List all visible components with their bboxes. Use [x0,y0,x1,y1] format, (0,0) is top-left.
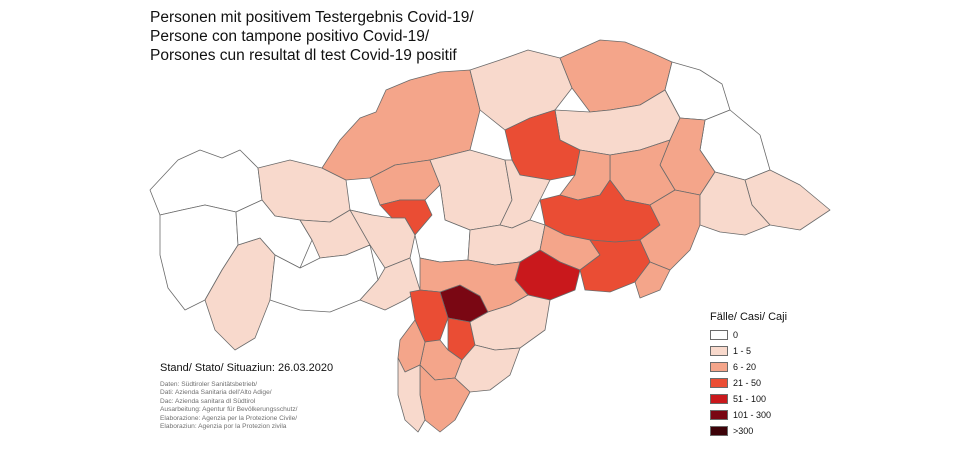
map-region-buchenstein-nahe [634,261,671,299]
legend-swatch [710,330,728,340]
legend-swatch [710,378,728,388]
credit-line: Ausarbeitung: Agentur für Bevölkerungssc… [160,406,298,414]
status-date: Stand/ Stato/ Situaziun: 26.03.2020 [160,362,334,374]
map-region-wipptal [469,49,573,131]
legend-label: 0 [733,330,739,340]
legend-label: >300 [733,426,754,436]
map-region-eisacktal [499,159,551,229]
title-line-ladin: Porsones cun resultat dl test Covid-19 p… [150,47,457,64]
map-region-lana [359,257,421,311]
credit-line: Dac: Azienda sanitara dl Südtirol [160,397,256,405]
legend-swatch [710,362,728,372]
credit-line: Dati: Azienda Sanitaria dell'Alto Adige/ [160,389,272,397]
map-region-gadertal [579,239,651,293]
legend-item: 51 - 100 [710,391,830,407]
map-region-unterland [454,344,521,393]
legend-label: 1 - 5 [733,346,752,356]
map-legend: Fälle/ Casi/ Caji 0 1 - 5 6 - 20 21 - 50… [710,311,830,439]
legend-swatch [710,426,728,436]
legend-item: 1 - 5 [710,343,830,359]
legend-label: 51 - 100 [733,394,767,404]
map-region-eggental [419,257,529,313]
legend-item: 0 [710,327,830,343]
legend-title: Fälle/ Casi/ Caji [710,311,788,323]
map-region-suedtirol-sued [397,357,426,433]
legend-swatch [710,394,728,404]
data-credits: Daten: Südtiroler Sanitätsbetrieb/ Dati:… [160,381,297,431]
legend-item: >300 [710,423,830,439]
legend-swatch [710,346,728,356]
title-line-german: Personen mit positivem Testergebnis Covi… [150,9,474,26]
legend-item: 21 - 50 [710,375,830,391]
legend-label: 6 - 20 [733,362,757,372]
map-region-sexten [699,171,771,236]
credit-line: Elaboraziun: Agenzia por la Protezion zi… [160,423,287,431]
legend-item: 6 - 20 [710,359,830,375]
credit-line: Elaborazione: Agenzia per la Protezione … [160,414,298,422]
map-title: Personen mit positivem Testergebnis Covi… [150,8,530,65]
legend-item: 101 - 300 [710,407,830,423]
credit-line: Daten: Südtiroler Sanitätsbetrieb/ [160,381,258,388]
legend-label: 21 - 50 [733,378,762,388]
legend-label: 101 - 300 [733,410,772,420]
legend-swatch [710,410,728,420]
title-line-italian: Persone con tampone positivo Covid-19/ [150,28,430,45]
map-region-buchenstein-nahe [639,189,701,271]
